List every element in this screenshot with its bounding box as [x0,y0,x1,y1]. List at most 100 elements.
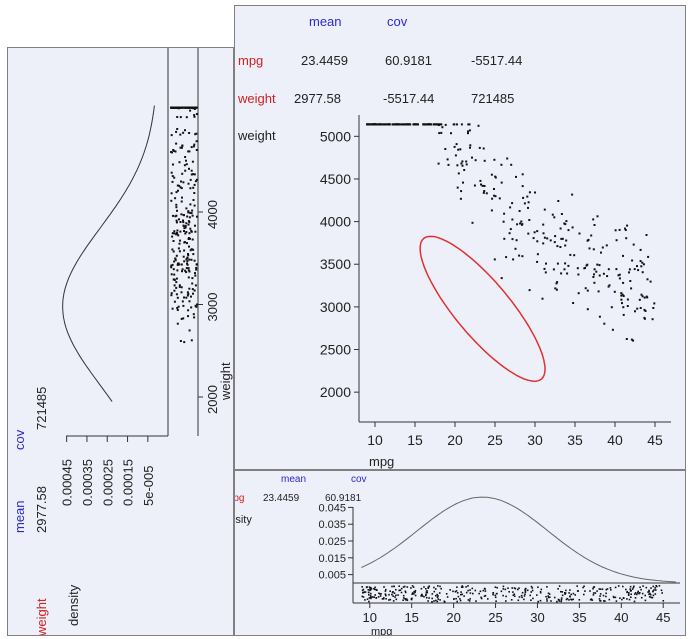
mpg-rug-point [556,600,558,603]
mpg-rug-point [436,593,438,596]
mpg-rug-point [650,596,652,599]
weight-rug-point [195,132,198,135]
scatter-point [593,281,596,284]
weight-rug-point [187,269,190,272]
weight-rug-point [178,250,181,253]
weight-rug-point [182,304,185,307]
scatter-point [602,272,605,275]
weight-density-panel: cov 721485 mean 2977.58 weight density w… [7,47,234,636]
weight-rug-point [187,254,190,257]
scatter-point [549,239,552,242]
mpg-rug-point [362,588,365,591]
scatter-point [620,292,623,295]
weight-rug-point [186,257,189,260]
mpg-rug-point [584,590,586,592]
scatter-point [519,222,522,225]
weight-rug-point [193,115,196,118]
mpg-rug-point [369,594,372,597]
left-density-axis-label: density [66,584,81,626]
weight-rug-point [181,268,184,271]
scatter-point [578,232,581,235]
mpg-rug-point [631,588,634,590]
left-density-tick-label: 5e-005 [141,466,156,506]
weight-rug-point [175,206,178,209]
mpg-rug-point [518,596,521,598]
scatter-point [553,216,556,219]
weight-rug-point [184,226,187,229]
mpg-rug-point [494,596,497,599]
scatter-point [615,268,618,271]
mpg-rug-point [594,592,597,594]
weight-rug-point [172,214,174,217]
mpg-rug-point [373,587,375,590]
mpg-rug-point [433,590,436,593]
weight-rug-point [175,221,178,224]
mpg-rug-point [370,588,373,590]
weight-rug-point [194,304,197,307]
row-mpg-cov2: -5517.44 [471,53,522,68]
scatter-point [588,247,591,250]
mpg-rug-point [536,594,538,596]
mpg-rug-point [394,596,396,598]
mpg-rug-point [411,593,413,595]
mpg-rug-point [608,598,611,601]
weight-rug-point [181,144,184,147]
row-weight-cov1: -5517.44 [383,91,434,106]
mpg-rug-point [403,585,406,588]
scatter-point [441,126,444,129]
scatter-point [554,287,557,290]
mpg-rug-point [382,598,385,600]
scatter-point [407,123,410,126]
weight-rug-point [173,289,176,292]
scatter-point [444,148,447,150]
mpg-rug-point [653,589,655,591]
mpg-rug-point [660,589,663,592]
mpg-rug-point [460,586,463,588]
scatter-point [551,213,554,216]
weight-rug-point [188,167,190,170]
mpg-rug-point [549,596,551,598]
mpg-rug-point [598,598,601,600]
mpg-rug-point [647,591,649,593]
mpg-rug-point [457,595,460,598]
mpg-rug-point [397,594,399,596]
scatter-point [405,123,408,126]
mpg-rug-point [431,593,434,595]
weight-rug-point [184,156,187,158]
scatter-point [567,264,570,267]
weight-rug-point [184,232,187,235]
scatter-point [456,164,459,167]
mpg-rug-point [404,591,407,594]
mpg-rug-point [480,596,482,599]
mpg-rug-point [521,596,523,599]
mpg-rug-point [362,591,364,594]
left-weight-tick-label: 4000 [205,200,220,229]
scatter-point [493,194,496,197]
mpg-rug-point [400,591,403,594]
mpg-rug-point [634,597,637,599]
weight-rug-point [173,284,176,287]
scatter-point [394,123,397,126]
weight-rug-point [191,106,193,109]
weight-rug-point [190,339,193,342]
bottom-density-tick-label: 0.035 [318,519,346,531]
weight-rug-point [182,181,185,184]
mpg-rug-point [645,586,648,589]
mpg-rug-point [523,598,525,601]
mpg-rug-point [655,589,657,591]
mpg-rug-point [426,590,428,592]
scatter-point [456,186,459,189]
weight-rug-point [182,224,185,227]
mpg-rug-point [502,588,505,590]
scatter-point [523,202,526,205]
mpg-rug-point [512,591,514,593]
weight-rug-point [176,322,179,325]
mpg-rug-point [456,600,458,603]
weight-rug-point [191,288,194,291]
left-weight-axis-label: weight [218,362,233,401]
weight-rug-point [182,221,185,224]
mpg-rug-point [648,589,650,592]
scatter-x-tick-label: 30 [527,432,543,448]
covariance-ellipse [419,235,546,382]
weight-rug-point [172,250,175,253]
